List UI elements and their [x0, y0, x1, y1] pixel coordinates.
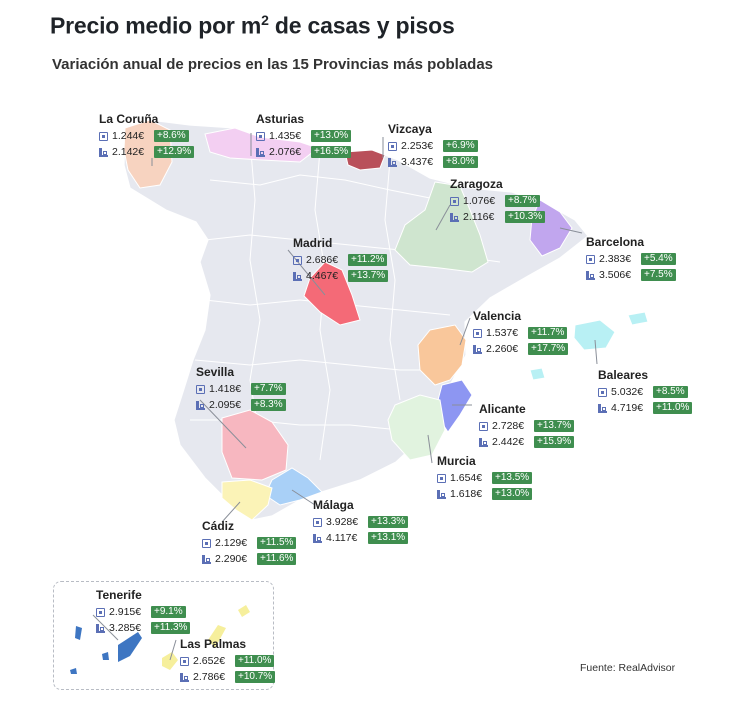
house-icon — [586, 254, 595, 264]
house-icon — [450, 196, 459, 206]
house-icon — [99, 131, 108, 141]
province-madrid — [303, 261, 361, 326]
house-icon — [473, 328, 482, 338]
house-icon — [313, 517, 322, 527]
label-vizcaya: Vizcaya 2.253€ +6.9% 3.437€ +8.0% — [388, 123, 478, 171]
page-title: Precio medio por m2 de casas y pisos — [50, 12, 455, 39]
source-note: Fuente: RealAdvisor — [580, 662, 676, 674]
province-baleares-menorca — [627, 311, 649, 326]
province-tenerife-gomera — [102, 652, 109, 660]
province-zaragoza — [394, 181, 489, 273]
building-icon — [479, 437, 488, 447]
province-baleares-ibiza — [529, 367, 546, 381]
building-icon — [473, 344, 482, 354]
label-malaga: Málaga 3.928€ +13.3% 4.117€ +13.1% — [313, 499, 409, 547]
building-icon — [256, 147, 265, 157]
label-cadiz: Cádiz 2.129€ +11.5% 2.290€ +11.6% — [202, 520, 297, 568]
label-zaragoza: Zaragoza 1.076€ +8.7% 2.116€ +10.3% — [450, 178, 546, 226]
building-icon — [586, 270, 595, 280]
province-cadiz — [221, 479, 273, 521]
label-asturias: Asturias 1.435€ +13.0% 2.076€ +16.5% — [256, 113, 352, 161]
label-sevilla: Sevilla 1.418€ +7.7% 2.095€ +8.3% — [196, 366, 286, 414]
building-icon — [196, 400, 205, 410]
label-tenerife: Tenerife 2.915€ +9.1% 3.285€ +11.3% — [96, 589, 191, 637]
house-icon — [202, 538, 211, 548]
building-icon — [293, 271, 302, 281]
province-las-palmas-lanzarote — [238, 605, 250, 617]
house-icon — [479, 421, 488, 431]
house-icon — [388, 141, 397, 151]
province-baleares-mallorca — [573, 319, 616, 351]
building-icon — [437, 489, 446, 499]
house-icon — [256, 131, 265, 141]
building-icon — [598, 403, 607, 413]
building-icon — [99, 147, 108, 157]
province-valencia — [417, 324, 467, 386]
province-murcia — [387, 394, 446, 461]
label-alicante: Alicante 2.728€ +13.7% 2.442€ +15.9% — [479, 403, 575, 451]
province-tenerife-lapalma — [75, 626, 82, 640]
province-las-palmas-grancanaria — [162, 652, 178, 670]
province-vizcaya — [344, 149, 386, 171]
label-las-palmas: Las Palmas 2.652€ +11.0% 2.786€ +10.7% — [180, 638, 276, 686]
label-la-coruna: La Coruña 1.244€ +8.6% 2.142€ +12.9% — [99, 113, 195, 161]
house-icon — [96, 607, 105, 617]
label-valencia: Valencia 1.537€ +11.7% 2.260€ +17.7% — [473, 310, 569, 358]
province-las-palmas-fuerteventura — [208, 625, 226, 648]
label-baleares: Baleares 5.032€ +8.5% 4.719€ +11.0% — [598, 369, 693, 417]
building-icon — [450, 212, 459, 222]
leader-lines — [92, 133, 598, 661]
province-tenerife-hierro — [70, 668, 77, 674]
house-icon — [196, 384, 205, 394]
label-barcelona: Barcelona 2.383€ +5.4% 3.506€ +7.5% — [586, 236, 676, 284]
label-madrid: Madrid 2.686€ +11.2% 4.467€ +13.7% — [293, 237, 389, 285]
province-sevilla — [221, 409, 289, 481]
building-icon — [313, 533, 322, 543]
canarias-inset — [53, 581, 274, 690]
building-icon — [96, 623, 105, 633]
house-icon — [437, 473, 446, 483]
page-subtitle: Variación anual de precios en las 15 Pro… — [52, 56, 494, 73]
province-tenerife-island — [118, 632, 142, 662]
building-icon — [388, 157, 397, 167]
house-icon — [180, 656, 189, 666]
building-icon — [202, 554, 211, 564]
label-murcia: Murcia 1.654€ +13.5% 1.618€ +13.0% — [437, 455, 533, 503]
house-icon — [293, 255, 302, 265]
province-asturias — [204, 127, 320, 163]
building-icon — [180, 672, 189, 682]
house-icon — [598, 387, 607, 397]
